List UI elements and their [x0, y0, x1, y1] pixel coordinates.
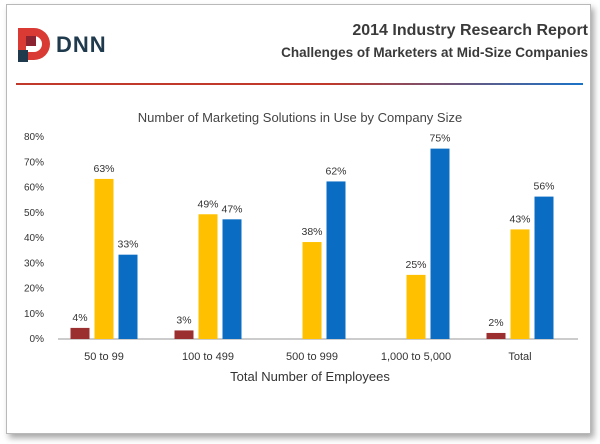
- y-axis: 0% 10% 20% 30% 40% 50% 60% 70% 80%: [24, 132, 44, 345]
- bar: [94, 178, 114, 339]
- category-label: 100 to 499: [182, 351, 234, 363]
- y-tick-label: 60%: [24, 183, 44, 194]
- data-label: 56%: [533, 181, 554, 193]
- data-label: 3%: [176, 314, 191, 326]
- x-axis-label: Total Number of Employees: [230, 369, 390, 384]
- category-label: Total: [508, 351, 531, 363]
- bar: [486, 332, 506, 339]
- bar: [70, 327, 90, 339]
- report-title: 2014 Industry Research Report: [352, 22, 588, 39]
- brand-name: DNN: [56, 32, 107, 57]
- y-tick-label: 0%: [30, 334, 45, 345]
- bar: [406, 274, 426, 339]
- data-label: 49%: [197, 198, 218, 210]
- bar: [198, 214, 218, 339]
- data-label: 38%: [301, 226, 322, 238]
- data-label: 33%: [117, 239, 138, 251]
- bar: [510, 229, 530, 339]
- category-label: 50 to 99: [84, 351, 124, 363]
- bar: [326, 181, 346, 339]
- data-label: 47%: [221, 203, 242, 215]
- data-label: 62%: [325, 165, 346, 177]
- category-labels: 50 to 99 100 to 499 500 to 999 1,000 to 5,0…: [84, 351, 532, 363]
- data-label: 75%: [429, 133, 450, 145]
- bar: [302, 242, 322, 339]
- data-label: 43%: [509, 213, 530, 225]
- bar: [534, 196, 554, 339]
- bar: [222, 219, 242, 339]
- y-tick-label: 40%: [24, 233, 44, 244]
- dnn-logo-icon: [18, 28, 50, 62]
- y-tick-label: 20%: [24, 284, 44, 295]
- y-tick-label: 50%: [24, 208, 44, 219]
- category-label: 1,000 to 5,000: [381, 351, 451, 363]
- y-tick-label: 10%: [24, 309, 44, 320]
- data-label: 63%: [93, 163, 114, 175]
- bars: 4% 63% 33% 3% 49% 47% 38% 62% 25% 75% 2% 43% 56%: [70, 133, 555, 339]
- bar: [174, 330, 194, 339]
- data-label: 2%: [488, 317, 503, 329]
- header-divider: [16, 83, 583, 85]
- category-label: 500 to 999: [286, 351, 338, 363]
- bar: [430, 148, 450, 339]
- report-subtitle: Challenges of Marketers at Mid-Size Comp…: [281, 45, 588, 60]
- data-label: 25%: [405, 259, 426, 271]
- y-tick-label: 70%: [24, 157, 44, 168]
- bar: [118, 254, 138, 339]
- chart-title: Number of Marketing Solutions in Use by …: [138, 110, 462, 125]
- y-tick-label: 30%: [24, 258, 44, 269]
- y-tick-label: 80%: [24, 132, 44, 143]
- data-label: 4%: [72, 312, 87, 324]
